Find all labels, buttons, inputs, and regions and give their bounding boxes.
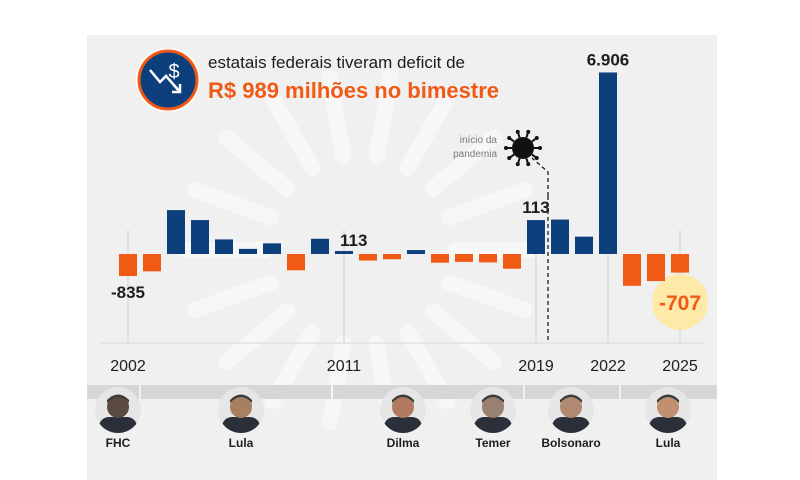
headline-line-2: R$ 989 milhões no bimestre <box>208 78 499 103</box>
data-label-2019: 113 <box>522 198 549 217</box>
tick-label-2002: 2002 <box>110 358 146 375</box>
bar-2005 <box>191 220 209 254</box>
background-ray <box>321 69 352 165</box>
highlight-circle <box>652 274 708 330</box>
president-name: Lula <box>655 436 681 450</box>
bar-2019 <box>527 220 545 254</box>
bar-2020 <box>551 219 569 254</box>
avatar <box>645 387 691 433</box>
bar-2022 <box>599 72 617 254</box>
bar-2023 <box>623 254 641 286</box>
bar-2012 <box>359 254 377 261</box>
bar-2006 <box>215 239 233 254</box>
avatar <box>470 387 516 433</box>
data-label-2025: -707 <box>659 292 701 315</box>
data-label-2022: 6.906 <box>587 50 630 69</box>
bar-2017 <box>479 254 497 263</box>
bar-2003 <box>143 254 161 272</box>
president-name: Bolsonaro <box>541 436 601 450</box>
vertical-gridlines <box>100 230 708 344</box>
money-down-icon: $ <box>137 49 199 111</box>
avatar <box>95 387 141 433</box>
background-ray <box>368 69 399 165</box>
bar-2014 <box>407 250 425 254</box>
background-ray <box>441 182 533 226</box>
avatar <box>380 387 426 433</box>
background-ray <box>424 303 503 371</box>
avatar <box>548 387 594 433</box>
president-name: Temer <box>475 436 511 450</box>
tick-label-2022: 2022 <box>590 358 626 375</box>
president-name: Dilma <box>386 436 420 450</box>
background-ray <box>217 129 296 197</box>
bar-2002 <box>119 254 137 276</box>
background-ray <box>441 274 533 318</box>
bars <box>119 72 689 286</box>
background-ray <box>187 274 279 318</box>
data-label-2011: 113 <box>340 231 367 250</box>
data-label-2002: -835 <box>111 283 145 302</box>
tick-label-2011: 2011 <box>327 358 362 375</box>
background-ray <box>264 90 321 176</box>
pandemic-leader <box>531 157 549 196</box>
bar-2018 <box>503 254 521 269</box>
deficit-icon-badge: $ <box>136 48 200 112</box>
bar-2024 <box>647 254 665 282</box>
pandemic-label-2: pandemia <box>453 149 497 160</box>
background-ray <box>217 303 296 371</box>
data-labels: -835 113 113 6.906 -707 <box>111 50 701 315</box>
svg-text:$: $ <box>168 61 179 83</box>
president-name: Lula <box>228 436 254 450</box>
pandemic-marker: início da pandemia <box>453 129 549 343</box>
bar-2013 <box>383 254 401 260</box>
bar-2015 <box>431 254 449 263</box>
bar-2004 <box>167 210 185 254</box>
avatar <box>218 387 264 433</box>
tick-labels: 2002 2011 2019 2022 2025 <box>110 358 698 375</box>
tick-label-2025: 2025 <box>662 358 698 375</box>
pandemic-label-1: início da <box>460 135 498 146</box>
background-ray <box>424 129 503 197</box>
background-ray <box>399 90 456 176</box>
bar-2011 <box>335 251 353 254</box>
virus-icon <box>504 129 542 167</box>
background-ray <box>321 335 352 431</box>
bar-2010 <box>311 238 329 254</box>
bar-2025 <box>671 254 689 273</box>
president-name: FHC <box>105 436 131 450</box>
bar-2009 <box>287 254 305 271</box>
bar-2016 <box>455 254 473 262</box>
bar-2021 <box>575 236 593 254</box>
bar-2008 <box>263 243 281 254</box>
bar-2007 <box>239 248 257 254</box>
tick-label-2019: 2019 <box>518 358 554 375</box>
background-ray <box>187 182 279 226</box>
headline-line-1: estatais federais tiveram deficit de <box>208 53 466 72</box>
